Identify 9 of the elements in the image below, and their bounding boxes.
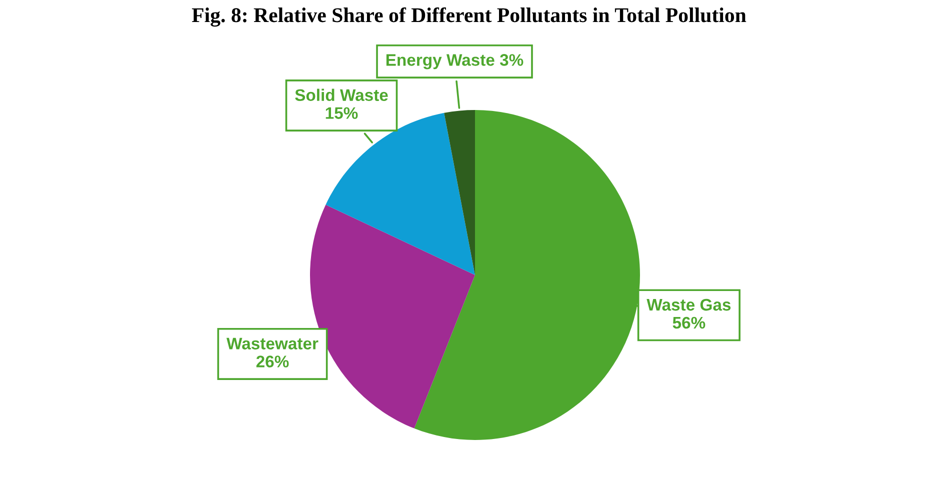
pie-slice bbox=[444, 110, 475, 275]
data-label: 56% bbox=[672, 316, 706, 329]
chart-title: Fig. 8: Relative Share of Different Pollutants in Total Pollution bbox=[192, 7, 746, 27]
data-label: 26% bbox=[256, 356, 289, 368]
slice-label: Waste Gas bbox=[646, 298, 731, 311]
data-label: 15% bbox=[326, 107, 358, 119]
slice-label: Energy Waste 3% bbox=[386, 54, 524, 70]
slice-label: Solid Waste bbox=[295, 88, 388, 102]
slice-label: Wastewater bbox=[226, 338, 318, 350]
